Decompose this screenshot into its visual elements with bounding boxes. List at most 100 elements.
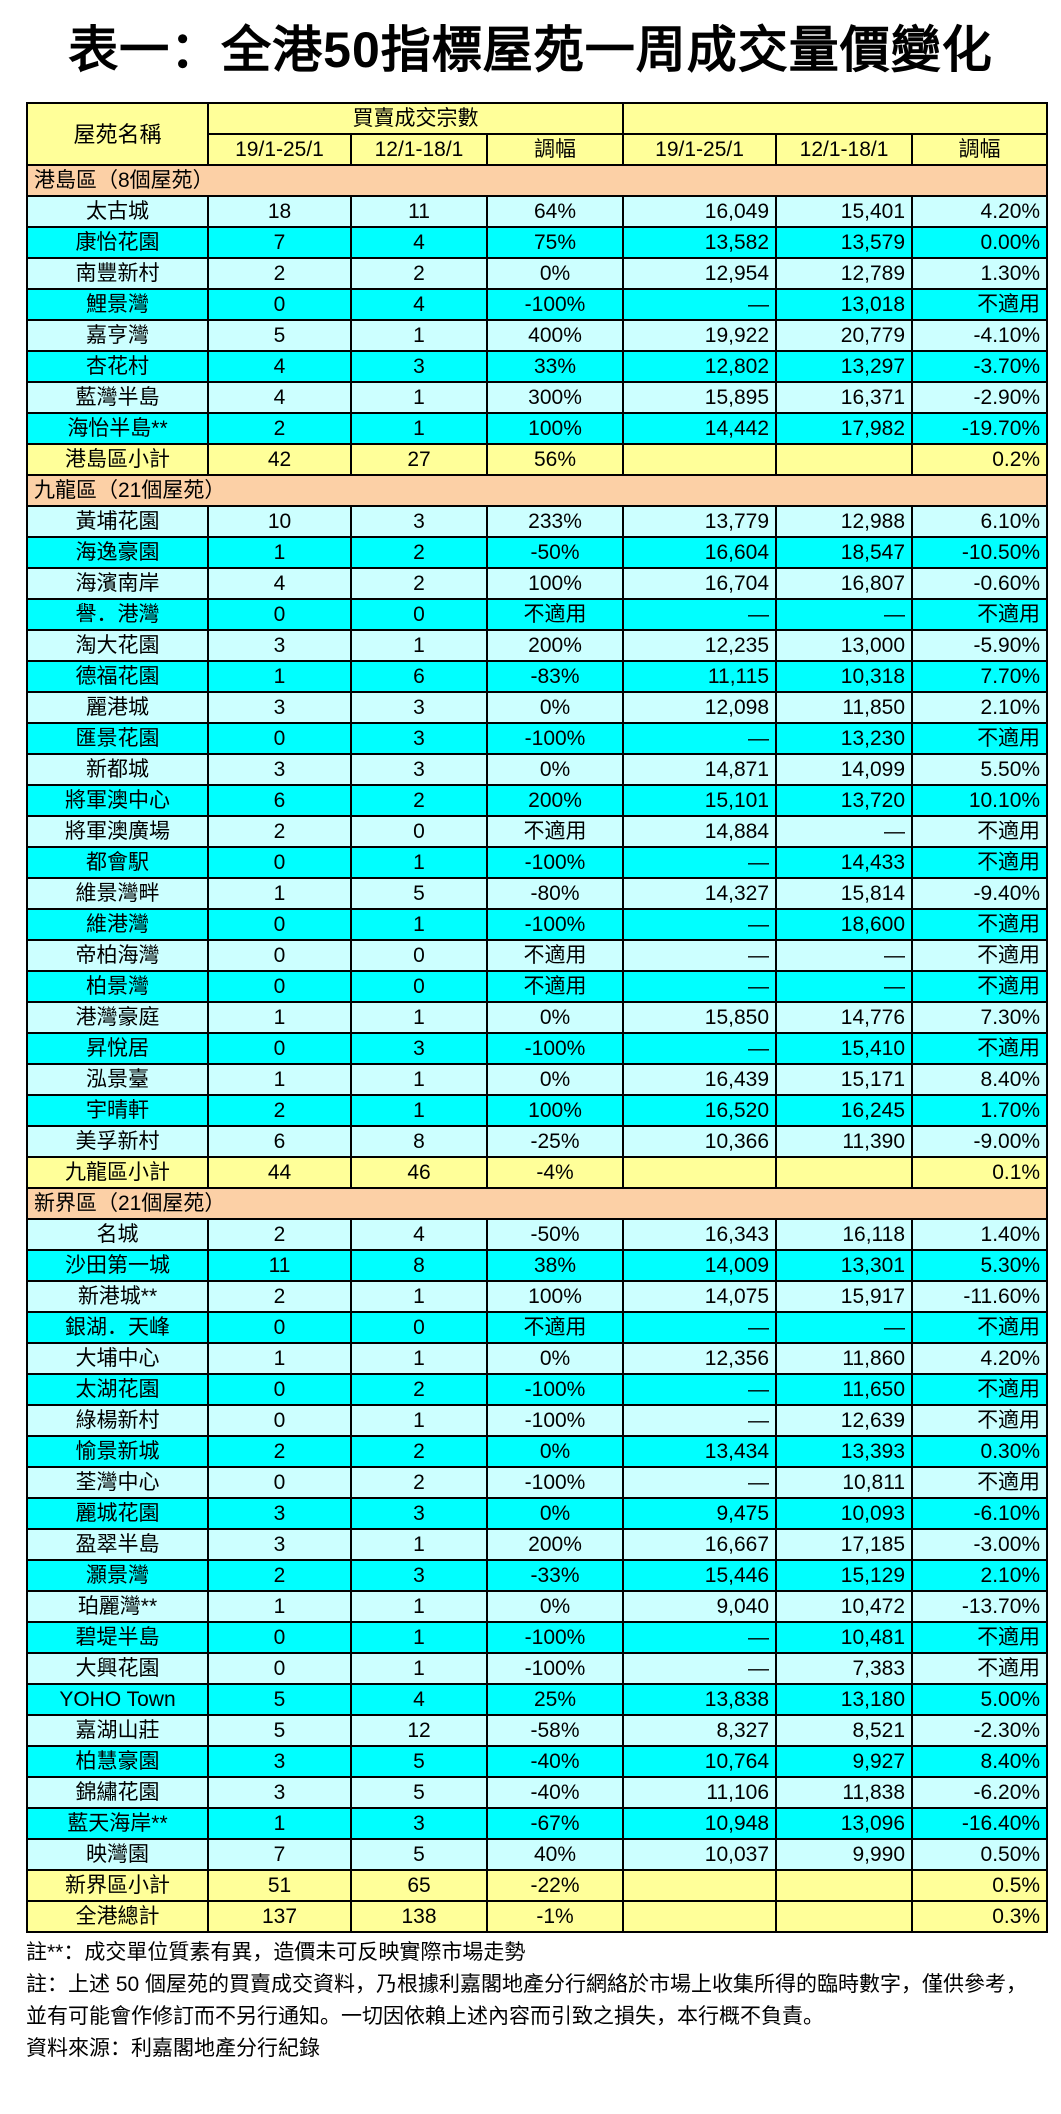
value-cell: 200% bbox=[485, 629, 625, 662]
value-cell: 不適用 bbox=[485, 970, 625, 1003]
value-cell: 1 bbox=[350, 1342, 488, 1375]
value-cell: 12,802 bbox=[622, 350, 778, 383]
value-cell: 1.40% bbox=[911, 1218, 1049, 1251]
value-cell: -2.90% bbox=[911, 381, 1049, 414]
value-cell: 12,954 bbox=[622, 257, 778, 290]
value-cell: -50% bbox=[485, 536, 625, 569]
value-cell: — bbox=[622, 970, 778, 1003]
value-cell: 233% bbox=[485, 505, 625, 538]
estate-name-cell: 鯉景灣 bbox=[26, 288, 209, 321]
value-cell: -3.70% bbox=[911, 350, 1049, 383]
value-cell: 16,704 bbox=[622, 567, 778, 600]
value-cell: -100% bbox=[485, 722, 625, 755]
value-cell: -100% bbox=[485, 288, 625, 321]
value-cell: — bbox=[775, 815, 914, 848]
value-cell: 不適用 bbox=[911, 1652, 1049, 1685]
estate-name-cell: 太湖花園 bbox=[26, 1373, 209, 1406]
value-cell: -100% bbox=[485, 1621, 625, 1654]
table-row: 都會駅 0 1 -100% —14,433 不適用 bbox=[26, 846, 1049, 879]
value-cell: -100% bbox=[485, 1373, 625, 1406]
value-cell: 4.20% bbox=[911, 1342, 1049, 1375]
value-cell: 10,366 bbox=[622, 1125, 778, 1158]
value-cell: 2 bbox=[350, 567, 488, 600]
value-cell: 2 bbox=[207, 1435, 352, 1468]
value-cell: 0% bbox=[485, 1435, 625, 1468]
value-cell: 1.30% bbox=[911, 257, 1049, 290]
estate-name-cell: 麗港城 bbox=[26, 691, 209, 724]
value-cell: 13,838 bbox=[622, 1683, 778, 1716]
value-cell: 3 bbox=[350, 1559, 488, 1592]
value-cell: -22% bbox=[485, 1869, 625, 1902]
estate-name-cell: 帝柏海灣 bbox=[26, 939, 209, 972]
value-cell: 3 bbox=[207, 1528, 352, 1561]
value-cell: 不適用 bbox=[911, 722, 1049, 755]
value-cell: 不適用 bbox=[911, 288, 1049, 321]
value-cell: 100% bbox=[485, 567, 625, 600]
value-cell: 不適用 bbox=[911, 1032, 1049, 1065]
value-cell: — bbox=[622, 1466, 778, 1499]
table-row: 匯景花園 0 3 -100% —13,230 不適用 bbox=[26, 722, 1049, 755]
table-row: 錦繡花園 3 5 -40% 11,106 11,838 -6.20% bbox=[26, 1776, 1049, 1809]
estate-name-cell: 灝景灣 bbox=[26, 1559, 209, 1592]
value-cell: 16,118 bbox=[775, 1218, 914, 1251]
value-cell: 1 bbox=[207, 536, 352, 569]
table-row: 新港城** 2 1 100% 14,075 15,917 -11.60% bbox=[26, 1280, 1049, 1313]
estate-name-cell: 海逸豪園 bbox=[26, 536, 209, 569]
value-cell: -9.40% bbox=[911, 877, 1049, 910]
value-cell: -80% bbox=[485, 877, 625, 910]
value-cell: -58% bbox=[485, 1714, 625, 1747]
value-cell: 3 bbox=[207, 691, 352, 724]
value-cell: 16,049 bbox=[622, 195, 778, 228]
value-cell: 16,439 bbox=[622, 1063, 778, 1096]
value-cell: 2 bbox=[207, 1218, 352, 1251]
value-cell: 1 bbox=[207, 660, 352, 693]
value-cell: — bbox=[622, 1404, 778, 1437]
header-sub: 12/1-18/1 bbox=[350, 133, 488, 166]
value-cell: 10,764 bbox=[622, 1745, 778, 1778]
value-cell: 11,115 bbox=[622, 660, 778, 693]
value-cell bbox=[775, 443, 914, 476]
header-group2 bbox=[622, 102, 1049, 135]
value-cell: 4.20% bbox=[911, 195, 1049, 228]
estate-name-cell: 愉景新城 bbox=[26, 1435, 209, 1468]
value-cell: -4% bbox=[485, 1156, 625, 1189]
value-cell: 10.10% bbox=[911, 784, 1049, 817]
estate-name-cell: 太古城 bbox=[26, 195, 209, 228]
value-cell: 1 bbox=[350, 1094, 488, 1127]
value-cell: 18,547 bbox=[775, 536, 914, 569]
value-cell: 2 bbox=[350, 1466, 488, 1499]
value-cell: 2 bbox=[207, 1559, 352, 1592]
value-cell: -16.40% bbox=[911, 1807, 1049, 1840]
subtotal-row: 港島區小計 42 27 56% 0.2% bbox=[26, 443, 1049, 476]
value-cell: -100% bbox=[485, 1652, 625, 1685]
value-cell: -5.90% bbox=[911, 629, 1049, 662]
value-cell: -6.10% bbox=[911, 1497, 1049, 1530]
estate-name-cell: 嘉湖山莊 bbox=[26, 1714, 209, 1747]
section-label: 九龍區（21個屋苑） bbox=[25, 474, 1049, 507]
value-cell: 不適用 bbox=[485, 598, 625, 631]
value-cell: 2.10% bbox=[911, 1559, 1049, 1592]
value-cell: 8 bbox=[350, 1249, 488, 1282]
value-cell: 0 bbox=[207, 288, 352, 321]
value-cell: 12,639 bbox=[775, 1404, 914, 1437]
value-cell: 0.1% bbox=[911, 1156, 1049, 1189]
value-cell: 13,579 bbox=[775, 226, 914, 259]
value-cell: 不適用 bbox=[911, 1621, 1049, 1654]
value-cell: 44 bbox=[207, 1156, 352, 1189]
value-cell: 1 bbox=[207, 1063, 352, 1096]
value-cell: 1 bbox=[350, 908, 488, 941]
estate-name-cell: 杏花村 bbox=[26, 350, 209, 383]
value-cell: 不適用 bbox=[911, 1466, 1049, 1499]
table-row: 昇悅居 0 3 -100% —15,410 不適用 bbox=[26, 1032, 1049, 1065]
value-cell: 0 bbox=[207, 1466, 352, 1499]
value-cell: 200% bbox=[485, 784, 625, 817]
value-cell: 14,009 bbox=[622, 1249, 778, 1282]
table-row: 太古城 18 11 64% 16,049 15,401 4.20% bbox=[26, 195, 1049, 228]
value-cell: 0 bbox=[350, 970, 488, 1003]
value-cell: 14,884 bbox=[622, 815, 778, 848]
value-cell: 25% bbox=[485, 1683, 625, 1716]
value-cell: 14,776 bbox=[775, 1001, 914, 1034]
value-cell: -100% bbox=[485, 1466, 625, 1499]
value-cell: 9,475 bbox=[622, 1497, 778, 1530]
value-cell: 3 bbox=[350, 350, 488, 383]
